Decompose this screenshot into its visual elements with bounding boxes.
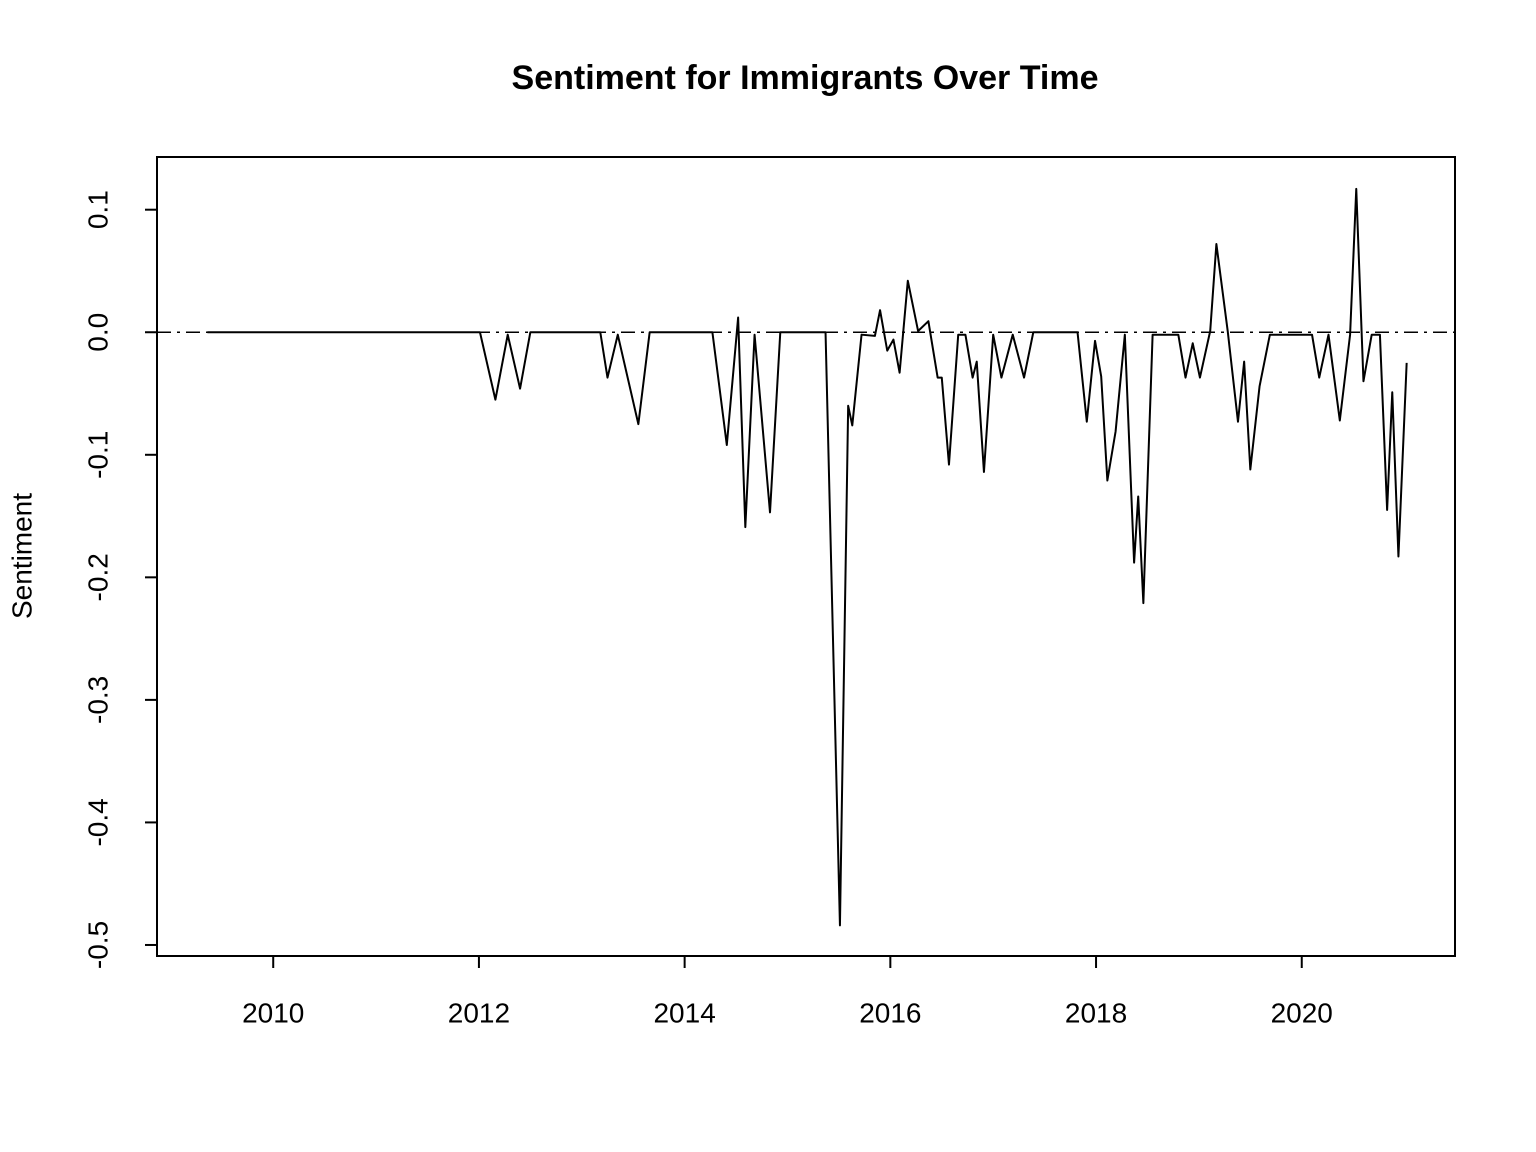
y-tick-label: 0.0	[82, 313, 113, 352]
chart-title: Sentiment for Immigrants Over Time	[512, 59, 1099, 97]
y-tick-label: -0.4	[82, 798, 113, 846]
x-tick-label: 2018	[1065, 997, 1127, 1028]
x-tick-label: 2010	[242, 997, 304, 1028]
data-line	[207, 187, 1408, 927]
x-tick-label: 2016	[859, 997, 921, 1028]
y-axis-label: Sentiment	[6, 493, 37, 619]
y-tick-label: -0.5	[82, 921, 113, 969]
y-tick-label: 0.1	[82, 190, 113, 229]
x-tick-label: 2020	[1271, 997, 1333, 1028]
y-tick-label: -0.2	[82, 553, 113, 601]
x-tick-label: 2014	[653, 997, 715, 1028]
plot-frame	[156, 156, 1456, 957]
x-tick-label: 2012	[448, 997, 510, 1028]
y-tick-label: -0.3	[82, 676, 113, 724]
y-tick-label: -0.1	[82, 431, 113, 479]
